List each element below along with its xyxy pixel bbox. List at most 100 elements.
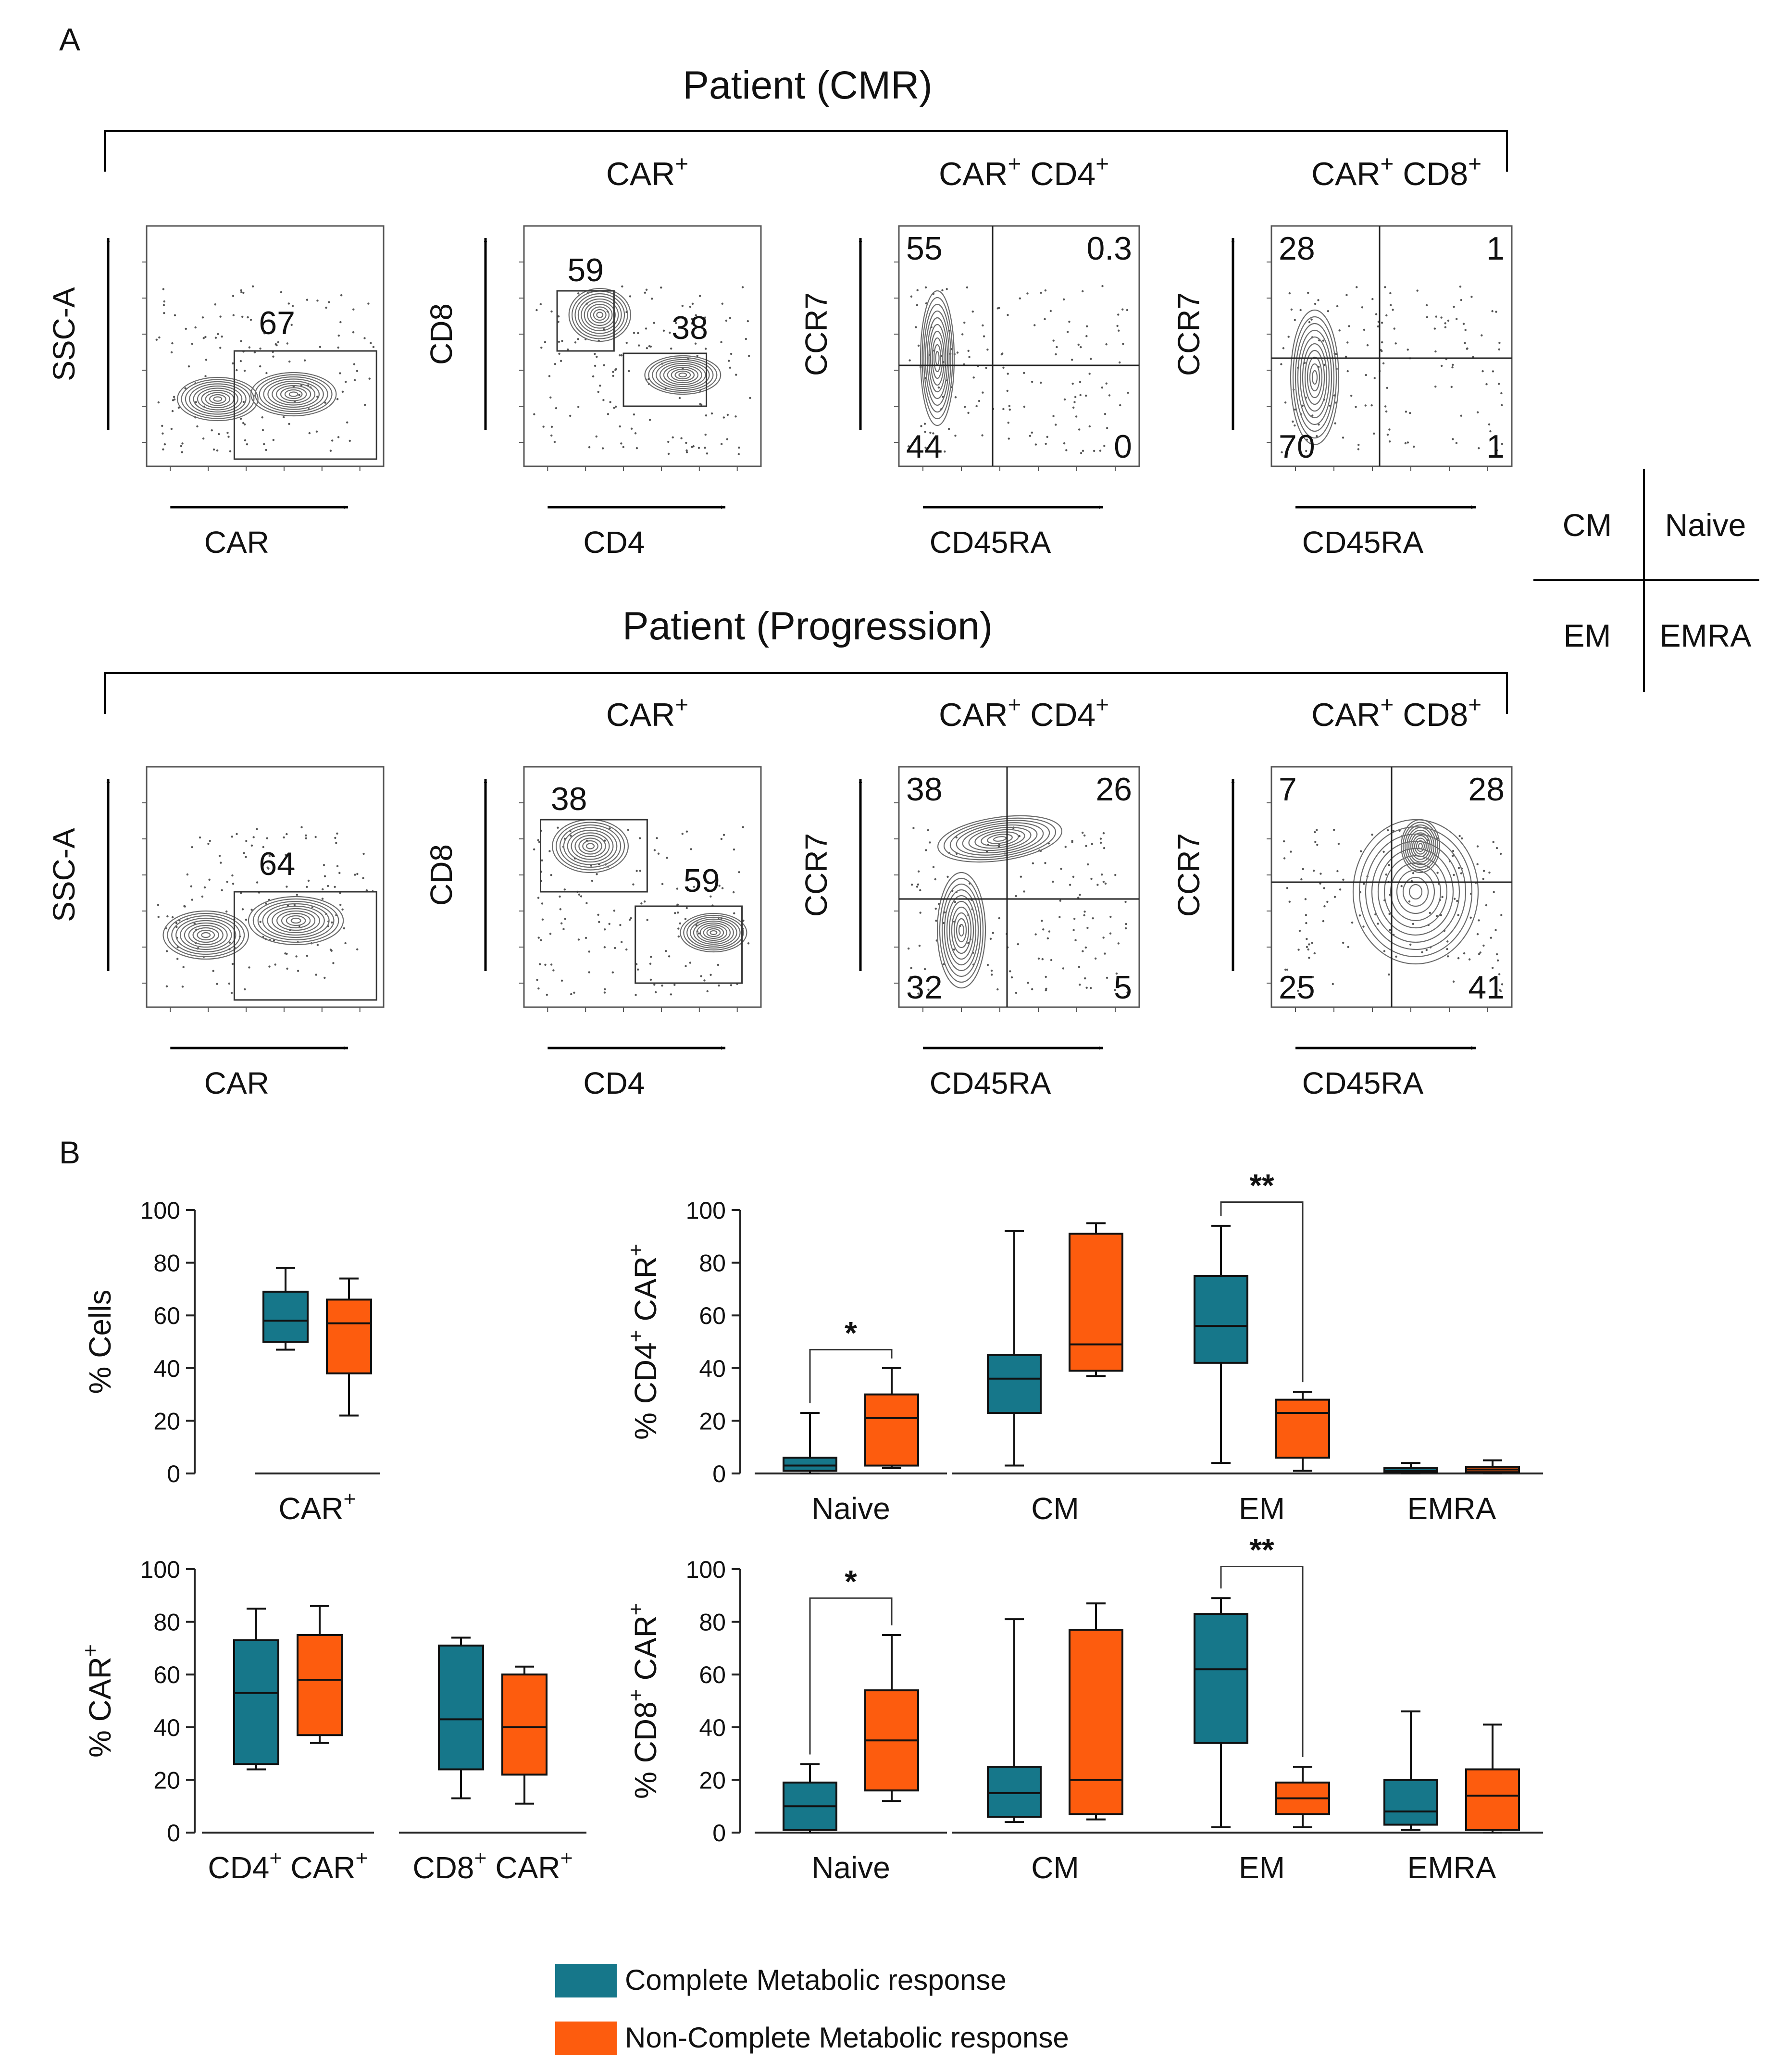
event-dot: [1460, 414, 1462, 417]
event-dot: [1413, 445, 1415, 448]
event-dot: [1466, 348, 1469, 350]
event-dot: [720, 837, 723, 840]
event-dot: [1351, 921, 1354, 924]
significance-star: **: [1249, 1532, 1274, 1568]
event-dot: [1007, 373, 1009, 375]
event-dot: [594, 352, 596, 355]
event-dot: [226, 880, 228, 883]
event-dot: [286, 833, 288, 836]
event-dot: [706, 452, 709, 455]
event-dot: [171, 342, 174, 345]
event-dot: [603, 364, 605, 366]
event-dot: [157, 904, 160, 906]
y-axis-label: % CD8+​ CAR+​: [624, 1603, 663, 1799]
event-dot: [917, 344, 920, 347]
event-dot: [1481, 370, 1484, 373]
event-dot: [917, 438, 920, 441]
event-dot: [1361, 306, 1364, 309]
event-dot: [1363, 328, 1366, 331]
event-dot: [1333, 896, 1336, 898]
event-dot: [1299, 309, 1302, 312]
event-dot: [1394, 342, 1397, 345]
event-dot: [1298, 930, 1301, 932]
event-dot: [649, 962, 652, 965]
event-dot: [1087, 863, 1089, 866]
category-label: Naive: [811, 1850, 890, 1885]
event-dot: [1482, 870, 1485, 872]
event-dot: [1382, 362, 1385, 364]
plot-frame: [146, 766, 385, 1008]
event-dot: [332, 962, 335, 964]
box-chart-car: 0 20 40 60 80 100 % CAR+​ CD4+​ CAR+​ CD8+​ CAR+…: [78, 1556, 586, 1885]
event-dot: [1370, 404, 1373, 407]
event-dot: [1312, 869, 1315, 872]
event-dot: [261, 416, 263, 419]
event-dot: [577, 338, 579, 340]
event-dot: [1440, 364, 1443, 367]
event-dot: [212, 970, 214, 972]
event-dot: [1416, 289, 1419, 292]
event-dot: [720, 443, 723, 445]
event-dot: [1280, 363, 1282, 365]
event-dot: [963, 405, 966, 408]
event-dot: [910, 883, 913, 886]
contour-ring: [693, 920, 734, 945]
event-dot: [1314, 841, 1317, 843]
event-dot: [1346, 341, 1349, 344]
event-dot: [1099, 837, 1102, 840]
event-dot: [924, 447, 927, 449]
event-dot: [247, 316, 249, 319]
y-tick-label: 0: [712, 1820, 726, 1847]
event-dot: [286, 967, 288, 970]
event-dot: [677, 927, 680, 930]
event-dot: [1000, 353, 1003, 356]
event-dot: [548, 850, 551, 852]
event-dot: [286, 342, 289, 345]
event-dot: [657, 852, 660, 855]
event-dot: [1055, 353, 1057, 356]
event-dot: [339, 372, 341, 374]
box-cmr: [783, 1457, 837, 1472]
event-dot: [574, 341, 577, 344]
event-dot: [1488, 871, 1491, 874]
event-dot: [1017, 943, 1019, 946]
event-dot: [229, 450, 232, 452]
quadrant-br-value: 1: [1486, 428, 1505, 465]
event-dot: [182, 966, 185, 968]
contour-ring: [189, 383, 247, 415]
event-dot: [352, 308, 355, 311]
event-dot: [697, 932, 700, 935]
event-dot: [986, 964, 989, 966]
event-dot: [725, 319, 728, 322]
event-dot: [171, 410, 174, 412]
event-dot: [1455, 318, 1458, 320]
contour-ring: [205, 392, 231, 406]
event-dot: [202, 437, 205, 440]
event-dot: [675, 322, 677, 325]
event-dot: [227, 436, 230, 438]
event-dot: [549, 933, 552, 935]
box-chart-cd4: 0 20 40 60 80 100 % CD4+​ CAR+​ Naive * CM EM ** EMR…: [624, 1168, 1543, 1526]
event-dot: [218, 855, 221, 857]
event-dot: [1482, 877, 1484, 880]
event-dot: [972, 376, 975, 379]
event-dot: [622, 446, 625, 449]
event-dot: [668, 955, 671, 958]
event-dot: [1405, 411, 1407, 413]
event-dot: [1323, 887, 1325, 889]
y-tick-label: 60: [153, 1302, 180, 1329]
event-dot: [956, 351, 959, 354]
event-dot: [967, 349, 970, 352]
event-dot: [217, 333, 219, 336]
event-dot: [588, 950, 590, 953]
event-dot: [612, 374, 614, 377]
flow-plot-1-2: CAR+​ CD4+​ CD45RA CCR7 38 26 32 5: [799, 692, 1140, 1100]
event-dot: [615, 368, 617, 371]
event-dot: [1319, 882, 1321, 885]
event-dot: [1496, 959, 1499, 962]
contour-ring: [921, 297, 953, 420]
event-dot: [231, 836, 233, 838]
event-dot: [1105, 343, 1108, 346]
event-dot: [1297, 949, 1300, 951]
event-dot: [738, 871, 740, 874]
